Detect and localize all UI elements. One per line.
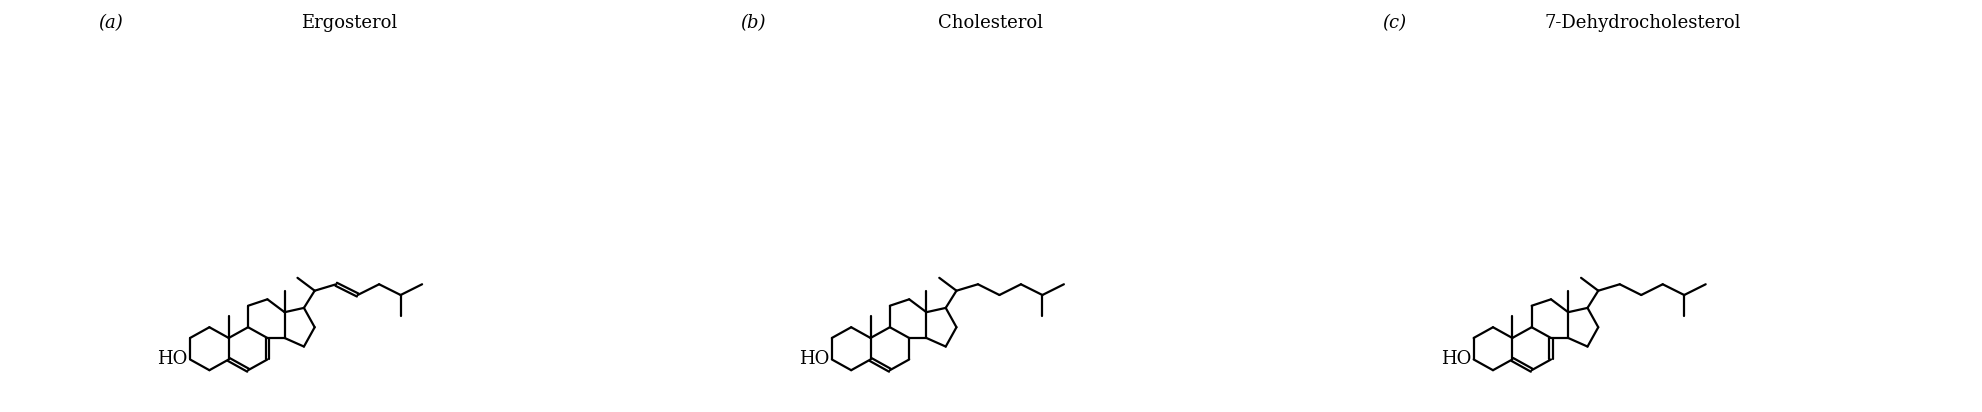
Text: Cholesterol: Cholesterol bbox=[939, 14, 1043, 32]
Text: (b): (b) bbox=[741, 14, 765, 32]
Text: HO: HO bbox=[799, 351, 830, 368]
Text: HO: HO bbox=[157, 351, 188, 368]
Text: 7-Dehydrocholesterol: 7-Dehydrocholesterol bbox=[1544, 14, 1742, 32]
Text: Ergosterol: Ergosterol bbox=[301, 14, 396, 32]
Text: HO: HO bbox=[1441, 351, 1471, 368]
Text: (a): (a) bbox=[99, 14, 123, 32]
Text: (c): (c) bbox=[1381, 14, 1407, 32]
